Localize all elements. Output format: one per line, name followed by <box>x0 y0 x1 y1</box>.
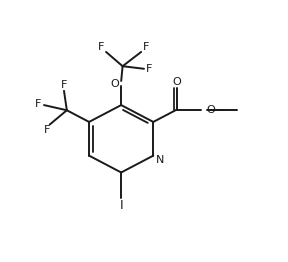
Text: O: O <box>111 79 119 89</box>
Text: F: F <box>98 42 104 52</box>
Text: F: F <box>35 99 41 109</box>
Text: N: N <box>156 155 164 165</box>
Text: F: F <box>143 42 149 52</box>
Text: O: O <box>173 77 181 87</box>
Text: O: O <box>206 105 215 114</box>
Text: F: F <box>61 80 67 90</box>
Text: F: F <box>44 125 51 135</box>
Text: F: F <box>146 64 152 74</box>
Text: I: I <box>119 199 123 212</box>
